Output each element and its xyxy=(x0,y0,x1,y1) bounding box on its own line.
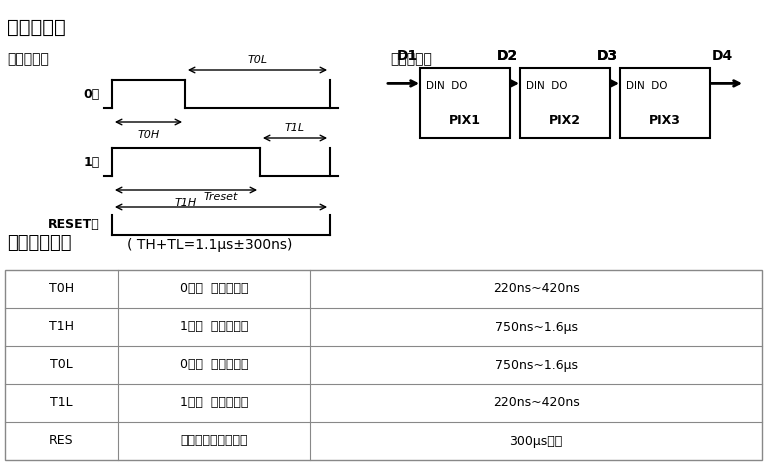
Text: D2: D2 xyxy=(497,49,518,63)
Text: D3: D3 xyxy=(597,49,618,63)
Text: 1码，  高电平时间: 1码， 高电平时间 xyxy=(180,321,248,334)
Text: 1码，  低电平时间: 1码， 低电平时间 xyxy=(180,397,248,410)
Text: 750ns~1.6μs: 750ns~1.6μs xyxy=(494,321,578,334)
Text: 750ns~1.6μs: 750ns~1.6μs xyxy=(494,358,578,371)
Text: D4: D4 xyxy=(712,49,734,63)
Text: 220ns~420ns: 220ns~420ns xyxy=(493,397,579,410)
Text: T0L: T0L xyxy=(248,55,268,65)
Text: 0码: 0码 xyxy=(84,88,100,101)
Bar xyxy=(620,68,710,138)
Text: 数据传输时间: 数据传输时间 xyxy=(7,234,72,252)
Text: D2: D2 xyxy=(497,49,518,63)
Text: T1H: T1H xyxy=(175,198,197,208)
Text: 帧单位，低电平时间: 帧单位，低电平时间 xyxy=(180,434,248,447)
Text: RESET码: RESET码 xyxy=(48,219,100,232)
Text: PIX1: PIX1 xyxy=(449,114,481,126)
Text: DIN  DO: DIN DO xyxy=(526,81,568,91)
Bar xyxy=(420,68,510,138)
Text: T0H: T0H xyxy=(138,130,160,140)
Text: 时序波形图: 时序波形图 xyxy=(7,18,66,37)
Text: D3: D3 xyxy=(597,49,618,63)
Text: T0L: T0L xyxy=(50,358,73,371)
Text: DIN  DO: DIN DO xyxy=(426,81,468,91)
Text: 220ns~420ns: 220ns~420ns xyxy=(493,282,579,295)
Text: Treset: Treset xyxy=(204,192,238,202)
Text: 0码，  低电平时间: 0码， 低电平时间 xyxy=(180,358,248,371)
Bar xyxy=(5,270,762,460)
Text: T1L: T1L xyxy=(50,397,73,410)
Text: 连接方法：: 连接方法： xyxy=(390,52,432,66)
Text: PIX3: PIX3 xyxy=(649,114,681,126)
Text: ( TH+TL=1.1μs±300ns): ( TH+TL=1.1μs±300ns) xyxy=(127,238,292,252)
Text: 300μs以上: 300μs以上 xyxy=(509,434,563,447)
Text: T1H: T1H xyxy=(49,321,74,334)
Text: 1码: 1码 xyxy=(84,156,100,169)
Text: PIX2: PIX2 xyxy=(549,114,581,126)
Text: T1L: T1L xyxy=(285,123,305,133)
Text: T0H: T0H xyxy=(49,282,74,295)
Text: D1: D1 xyxy=(397,49,418,63)
Bar xyxy=(520,68,610,138)
Text: DIN  DO: DIN DO xyxy=(626,81,667,91)
Text: 0码，  高电平时间: 0码， 高电平时间 xyxy=(180,282,248,295)
Text: 输入码型：: 输入码型： xyxy=(7,52,49,66)
Text: RES: RES xyxy=(49,434,74,447)
